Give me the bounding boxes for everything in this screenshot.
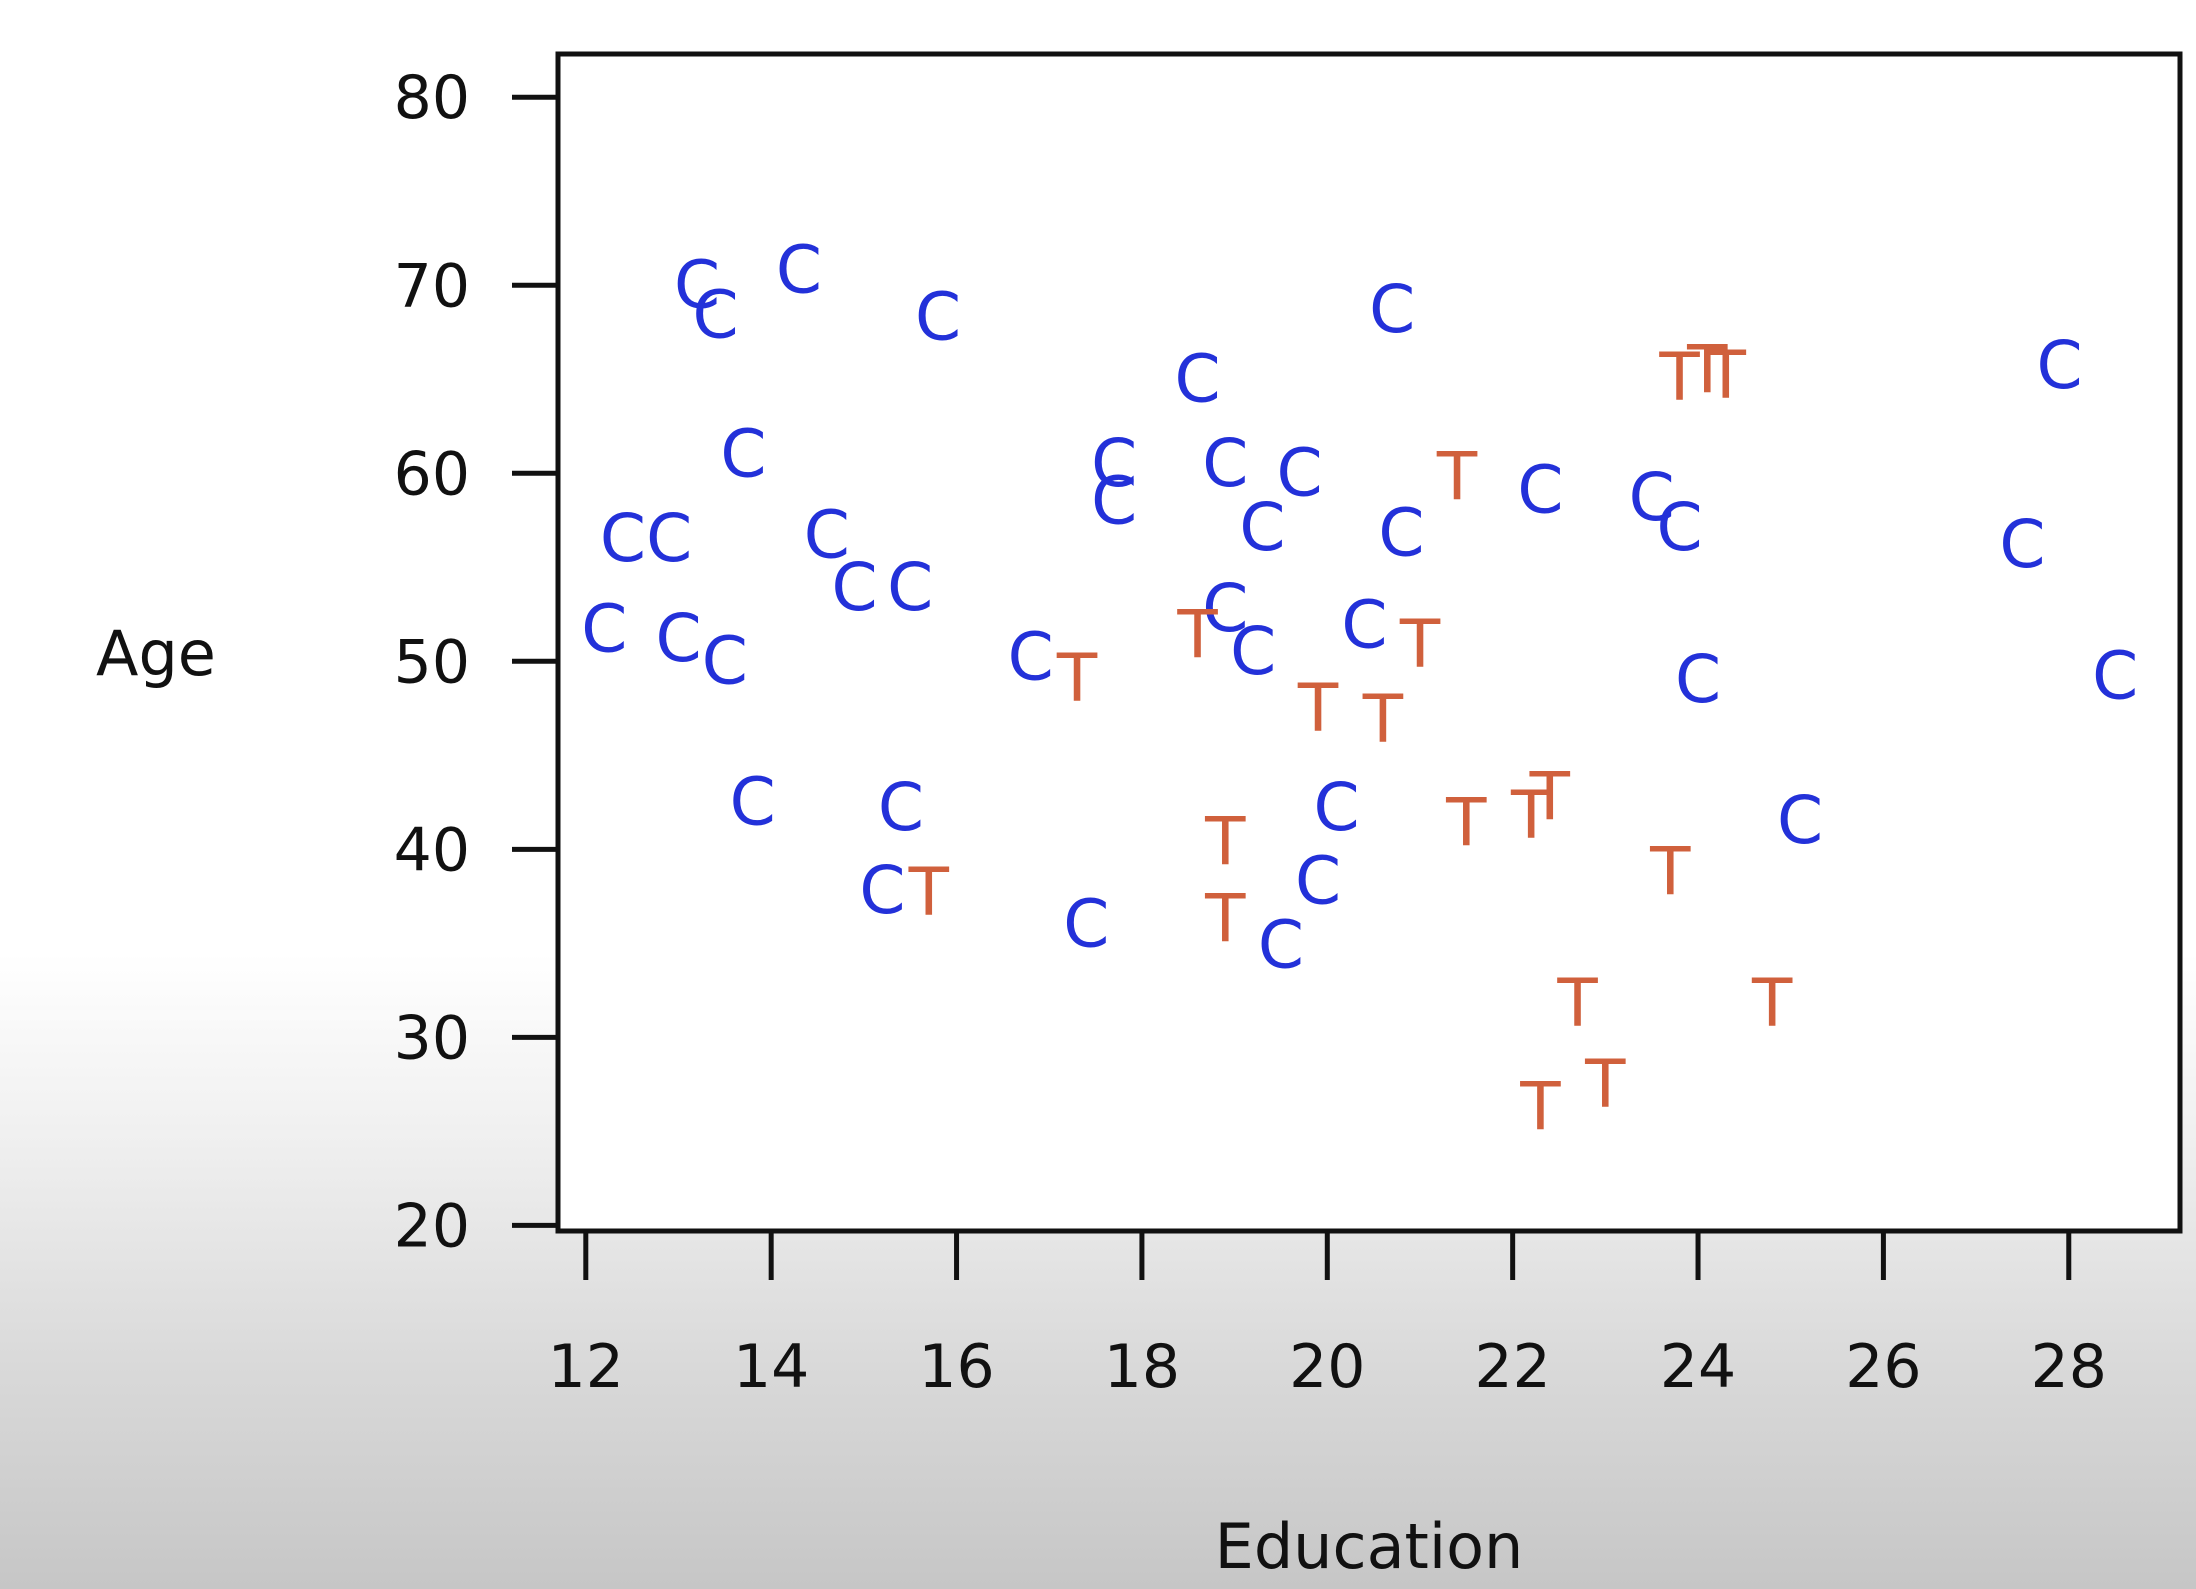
point-c: C xyxy=(693,276,739,353)
point-t: T xyxy=(1529,758,1571,835)
point-c: C xyxy=(720,416,766,493)
x-tick-label: 20 xyxy=(1289,1332,1365,1402)
point-c: C xyxy=(702,622,748,699)
point-c: C xyxy=(600,500,646,577)
point-c: C xyxy=(730,763,776,840)
y-tick-label: 40 xyxy=(394,815,470,885)
point-c: C xyxy=(1675,641,1721,718)
point-t: T xyxy=(1204,803,1246,880)
point-c: C xyxy=(878,769,924,846)
point-c: C xyxy=(1369,271,1415,348)
point-c: C xyxy=(1202,425,1248,502)
point-c: C xyxy=(915,278,961,355)
point-c: C xyxy=(1091,463,1137,540)
point-t: T xyxy=(1056,639,1098,716)
x-axis: 12 14 16 18 20 22 24 26 28 xyxy=(548,1231,2107,1402)
point-c: C xyxy=(1314,769,1360,846)
point-c: C xyxy=(1629,459,1675,536)
point-t: T xyxy=(1362,681,1404,758)
y-tick-label: 60 xyxy=(394,439,470,509)
point-t: T xyxy=(1519,1068,1561,1145)
y-tick-label: 70 xyxy=(394,251,470,321)
point-t: T xyxy=(1436,438,1478,515)
y-tick-label: 80 xyxy=(394,63,470,133)
y-tick-label: 30 xyxy=(394,1003,470,1073)
point-t: T xyxy=(1204,880,1246,957)
point-c: C xyxy=(581,590,627,667)
point-c: C xyxy=(1008,619,1054,696)
y-axis: 20 30 40 50 60 70 80 xyxy=(394,63,558,1261)
y-tick-label: 20 xyxy=(394,1191,470,1261)
point-t: T xyxy=(1584,1045,1626,1122)
point-c: C xyxy=(1202,570,1248,647)
x-tick-label: 24 xyxy=(1660,1332,1736,1402)
point-t: T xyxy=(1399,606,1441,683)
point-c: C xyxy=(1656,489,1702,566)
point-t: T xyxy=(1751,965,1793,1042)
x-axis-title: Education xyxy=(1215,1510,1524,1583)
point-c: C xyxy=(2036,327,2082,404)
x-tick-label: 16 xyxy=(918,1332,994,1402)
x-tick-label: 18 xyxy=(1104,1332,1180,1402)
point-c: C xyxy=(1276,434,1322,511)
point-c: C xyxy=(2092,637,2138,714)
point-t: T xyxy=(1297,669,1339,746)
point-c: C xyxy=(776,231,822,308)
point-c: C xyxy=(1091,425,1137,502)
point-c: C xyxy=(1258,906,1304,983)
point-c: C xyxy=(1063,886,1109,963)
point-t: T xyxy=(1649,833,1691,910)
point-c: C xyxy=(655,600,701,677)
point-t: T xyxy=(1705,337,1747,414)
point-t: T xyxy=(1686,331,1728,408)
point-c: C xyxy=(1239,489,1285,566)
point-c: C xyxy=(1999,506,2045,583)
point-c: C xyxy=(1295,842,1341,919)
y-axis-title: Age xyxy=(96,617,216,690)
point-c: C xyxy=(1378,495,1424,572)
point-c: C xyxy=(1341,587,1387,664)
point-c: C xyxy=(804,496,850,573)
x-tick-label: 26 xyxy=(1845,1332,1921,1402)
point-c: C xyxy=(859,852,905,929)
y-tick-label: 50 xyxy=(394,627,470,697)
x-tick-label: 28 xyxy=(2031,1332,2107,1402)
point-c: C xyxy=(887,549,933,626)
point-t: T xyxy=(908,854,950,931)
point-c: C xyxy=(1517,451,1563,528)
point-c: C xyxy=(1777,782,1823,859)
point-c: C xyxy=(832,549,878,626)
plot-frame xyxy=(555,51,2183,1234)
point-t: T xyxy=(1556,965,1598,1042)
point-t: T xyxy=(1658,339,1700,416)
point-c: C xyxy=(674,246,720,323)
x-tick-label: 14 xyxy=(733,1332,809,1402)
point-c: C xyxy=(1230,613,1276,690)
x-tick-label: 12 xyxy=(548,1332,624,1402)
point-c: C xyxy=(646,500,692,577)
point-t: T xyxy=(1176,596,1218,673)
point-t: T xyxy=(1445,784,1487,861)
x-tick-label: 22 xyxy=(1474,1332,1550,1402)
point-t: T xyxy=(1510,777,1552,854)
point-c: C xyxy=(1174,340,1220,417)
